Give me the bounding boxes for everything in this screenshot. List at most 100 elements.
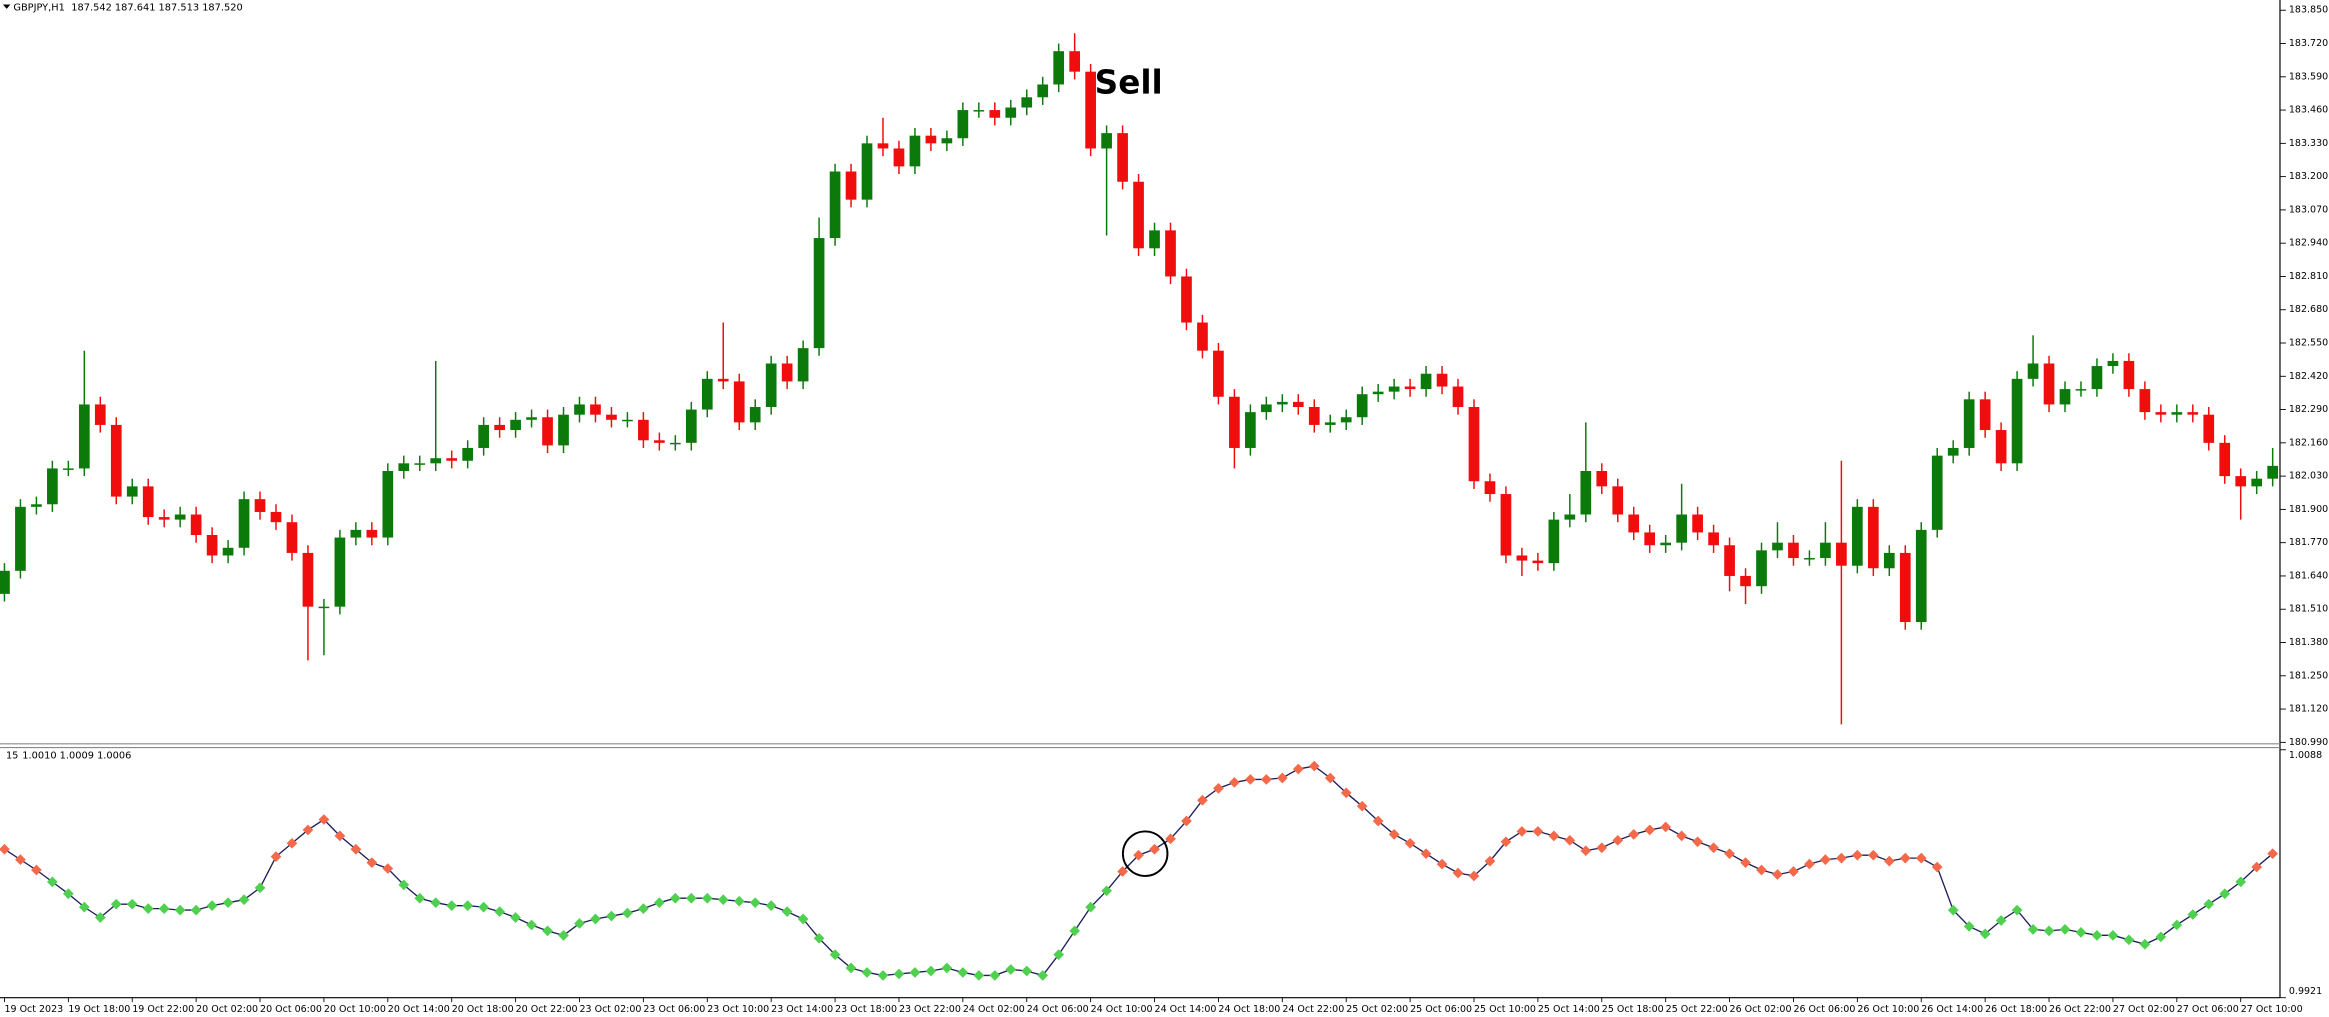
candle-body — [1292, 401, 1304, 408]
candle-body — [2251, 478, 2263, 487]
candle-body — [222, 547, 234, 556]
signal-diamond — [909, 967, 921, 978]
signal-diamond — [2059, 924, 2071, 935]
signal-circle — [1121, 830, 1169, 877]
signal-diamond — [1468, 870, 1480, 882]
candle-body — [47, 468, 58, 505]
candle-body — [893, 148, 905, 167]
candle-body — [31, 504, 42, 507]
candle-body — [1117, 133, 1128, 182]
signal-diamond — [190, 904, 202, 916]
x-tick-label: 20 Oct 22:00 — [516, 1004, 578, 1015]
candle-body — [1404, 386, 1416, 390]
signal-diamond — [1085, 901, 1096, 913]
signal-diamond — [2251, 861, 2263, 873]
sell-annotation: Sell — [1095, 64, 1163, 102]
candle-body — [206, 534, 218, 556]
signal-diamond — [1324, 772, 1336, 784]
candle-body — [1628, 514, 1640, 533]
x-tick-label: 23 Oct 14:00 — [771, 1004, 833, 1015]
signal-diamond — [1580, 845, 1592, 857]
signal-diamond — [1101, 885, 1112, 897]
candle-body — [1468, 407, 1480, 482]
candle-body — [382, 470, 394, 538]
x-tick-label: 20 Oct 10:00 — [324, 1004, 386, 1015]
signal-diamond — [606, 910, 617, 922]
y-tick-label: 182.810 — [2289, 271, 2328, 282]
x-tick-label: 26 Oct 06:00 — [1793, 1004, 1855, 1015]
candle-body — [238, 499, 250, 548]
candle-body — [15, 506, 26, 571]
y-tick-label: 183.460 — [2289, 105, 2328, 116]
candle-body — [669, 442, 681, 445]
candle-body — [1245, 412, 1256, 448]
candle-body — [925, 135, 937, 144]
candle-body — [2043, 363, 2055, 405]
candle-body — [1612, 486, 1624, 515]
signal-diamond — [989, 970, 1001, 981]
signal-diamond — [1788, 866, 1799, 877]
candle-body — [1596, 470, 1608, 487]
candle-body — [2091, 366, 2103, 390]
candle-body — [350, 529, 362, 538]
candle-body — [1548, 519, 1560, 564]
x-tick-label: 19 Oct 2023 — [4, 1004, 63, 1015]
candle-body — [1165, 230, 1176, 277]
candle-body — [1979, 399, 1991, 431]
x-tick-label: 24 Oct 22:00 — [1282, 1004, 1344, 1015]
signal-diamond — [845, 962, 857, 974]
menu-arrow[interactable] — [2, 4, 11, 9]
signal-diamond — [31, 864, 42, 876]
signal-diamond — [542, 925, 553, 937]
y-tick-label: 183.720 — [2289, 38, 2328, 49]
candle-body — [2267, 465, 2279, 479]
candle-body — [334, 537, 346, 607]
candle-body — [1852, 506, 1863, 566]
signal-diamond — [94, 912, 106, 923]
candle-body — [1788, 542, 1799, 559]
signal-diamond — [1165, 833, 1176, 845]
candle-body — [829, 171, 841, 239]
candle-body — [1021, 97, 1033, 108]
signal-diamond — [0, 843, 10, 855]
candle-body — [654, 440, 665, 443]
signal-diamond — [1436, 858, 1448, 870]
candle-body — [590, 404, 601, 415]
candle-body — [398, 463, 410, 471]
x-tick-label: 20 Oct 14:00 — [388, 1004, 450, 1015]
candle-body — [2123, 360, 2135, 390]
candle-body — [2107, 360, 2119, 367]
signal-diamond — [2107, 929, 2119, 941]
signal-diamond — [1229, 777, 1240, 788]
x-tick-label: 25 Oct 22:00 — [1666, 1004, 1728, 1015]
candle-body — [1053, 51, 1065, 85]
signal-diamond — [733, 895, 745, 907]
signal-diamond — [669, 892, 681, 904]
signal-diamond — [398, 879, 410, 891]
candle-body — [414, 463, 426, 465]
indicator-title: 15 — [6, 751, 18, 762]
x-tick-label: 19 Oct 22:00 — [132, 1004, 194, 1015]
y-tick-label: 183.590 — [2289, 71, 2328, 82]
candle-body — [1069, 51, 1081, 72]
candle-body — [1276, 401, 1288, 405]
candle-body — [1740, 575, 1751, 587]
x-tick-label: 25 Oct 10:00 — [1474, 1004, 1536, 1015]
candle-body — [1213, 350, 1224, 397]
candle-body — [158, 517, 170, 520]
candle-body — [558, 414, 569, 446]
candle-body — [318, 606, 330, 609]
x-tick-label: 25 Oct 06:00 — [1410, 1004, 1472, 1015]
signal-diamond — [1213, 783, 1224, 794]
candle-body — [542, 417, 553, 446]
signal-diamond — [1708, 842, 1719, 854]
x-tick-label: 26 Oct 10:00 — [1857, 1004, 1919, 1015]
signal-diamond — [2075, 927, 2087, 938]
signal-diamond — [1883, 855, 1895, 867]
signal-diamond — [478, 901, 490, 913]
candle-body — [1436, 373, 1448, 387]
candle-body — [1899, 552, 1911, 623]
signal-diamond — [1612, 834, 1624, 846]
y-tick-label: 182.030 — [2289, 471, 2328, 482]
